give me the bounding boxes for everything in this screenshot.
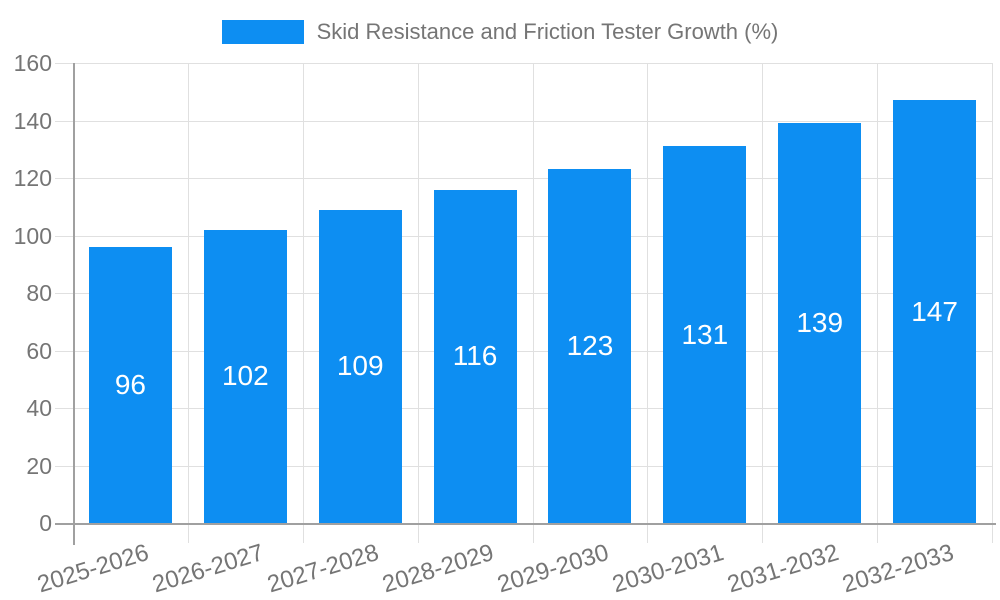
bar-2032-2033[interactable] (893, 100, 977, 523)
x-axis-tick (647, 523, 649, 543)
bar-value-label: 109 (336, 350, 384, 382)
x-gridline (647, 63, 649, 523)
legend[interactable]: Skid Resistance and Friction Tester Grow… (0, 19, 1000, 45)
y-axis-tick-label: 20 (26, 452, 52, 479)
y-axis-tick (55, 350, 73, 352)
bar-2031-2032[interactable] (778, 123, 862, 523)
bar-value-label: 96 (114, 369, 147, 400)
y-axis-tick (55, 120, 73, 122)
y-axis-tick-label: 120 (13, 165, 52, 191)
bar-value-label: 139 (796, 307, 844, 339)
x-gridline (877, 63, 879, 523)
x-gridline (187, 63, 189, 523)
bar-value-label: 147 (911, 295, 958, 327)
bar-value-label: 123 (566, 330, 614, 362)
x-axis-tick (762, 523, 764, 543)
y-axis-tick (55, 465, 73, 467)
x-gridline (532, 63, 534, 523)
bar-2027-2028[interactable] (318, 209, 402, 523)
y-axis-tick (55, 293, 73, 294)
x-axis-tick (992, 523, 993, 543)
bar-2028-2029[interactable] (433, 189, 517, 523)
x-gridline (417, 63, 419, 523)
y-axis-tick-label: 100 (13, 222, 52, 249)
x-gridline (762, 63, 764, 523)
y-axis-tick-label: 0 (39, 510, 52, 536)
bar-value-label: 102 (221, 360, 269, 392)
x-axis-line (55, 523, 996, 525)
x-axis-tick (302, 523, 304, 543)
y-axis-line (73, 63, 75, 545)
bar-2030-2031[interactable] (663, 146, 747, 523)
bar-2025-2026[interactable] (88, 247, 172, 523)
legend-swatch (221, 20, 304, 44)
y-axis-tick-label: 160 (13, 50, 52, 76)
y-axis-tick-label: 80 (26, 280, 52, 306)
plot-area: 96 102 109 116 123 131 139 147 0 20 40 60 80 100 120 1… (14, 50, 996, 598)
x-gridline (992, 63, 993, 523)
bar-value-label: 131 (681, 318, 729, 350)
bar-2026-2027[interactable] (203, 229, 287, 523)
y-axis-tick (55, 235, 73, 237)
x-gridline (302, 63, 304, 523)
y-axis-tick (55, 178, 73, 179)
x-axis-tick (877, 523, 879, 543)
legend-label: Skid Resistance and Friction Tester Grow… (316, 19, 779, 44)
y-axis-tick-label: 140 (13, 107, 52, 134)
y-axis-tick (55, 63, 73, 64)
x-axis-tick (532, 523, 534, 543)
bar-2029-2030[interactable] (548, 169, 632, 523)
x-axis-tick (187, 523, 189, 543)
y-axis-tick (55, 408, 73, 409)
x-axis-tick (417, 523, 419, 543)
y-axis-tick-label: 60 (26, 337, 52, 364)
bar-value-label: 116 (452, 340, 498, 372)
y-axis-tick-label: 40 (26, 395, 52, 421)
